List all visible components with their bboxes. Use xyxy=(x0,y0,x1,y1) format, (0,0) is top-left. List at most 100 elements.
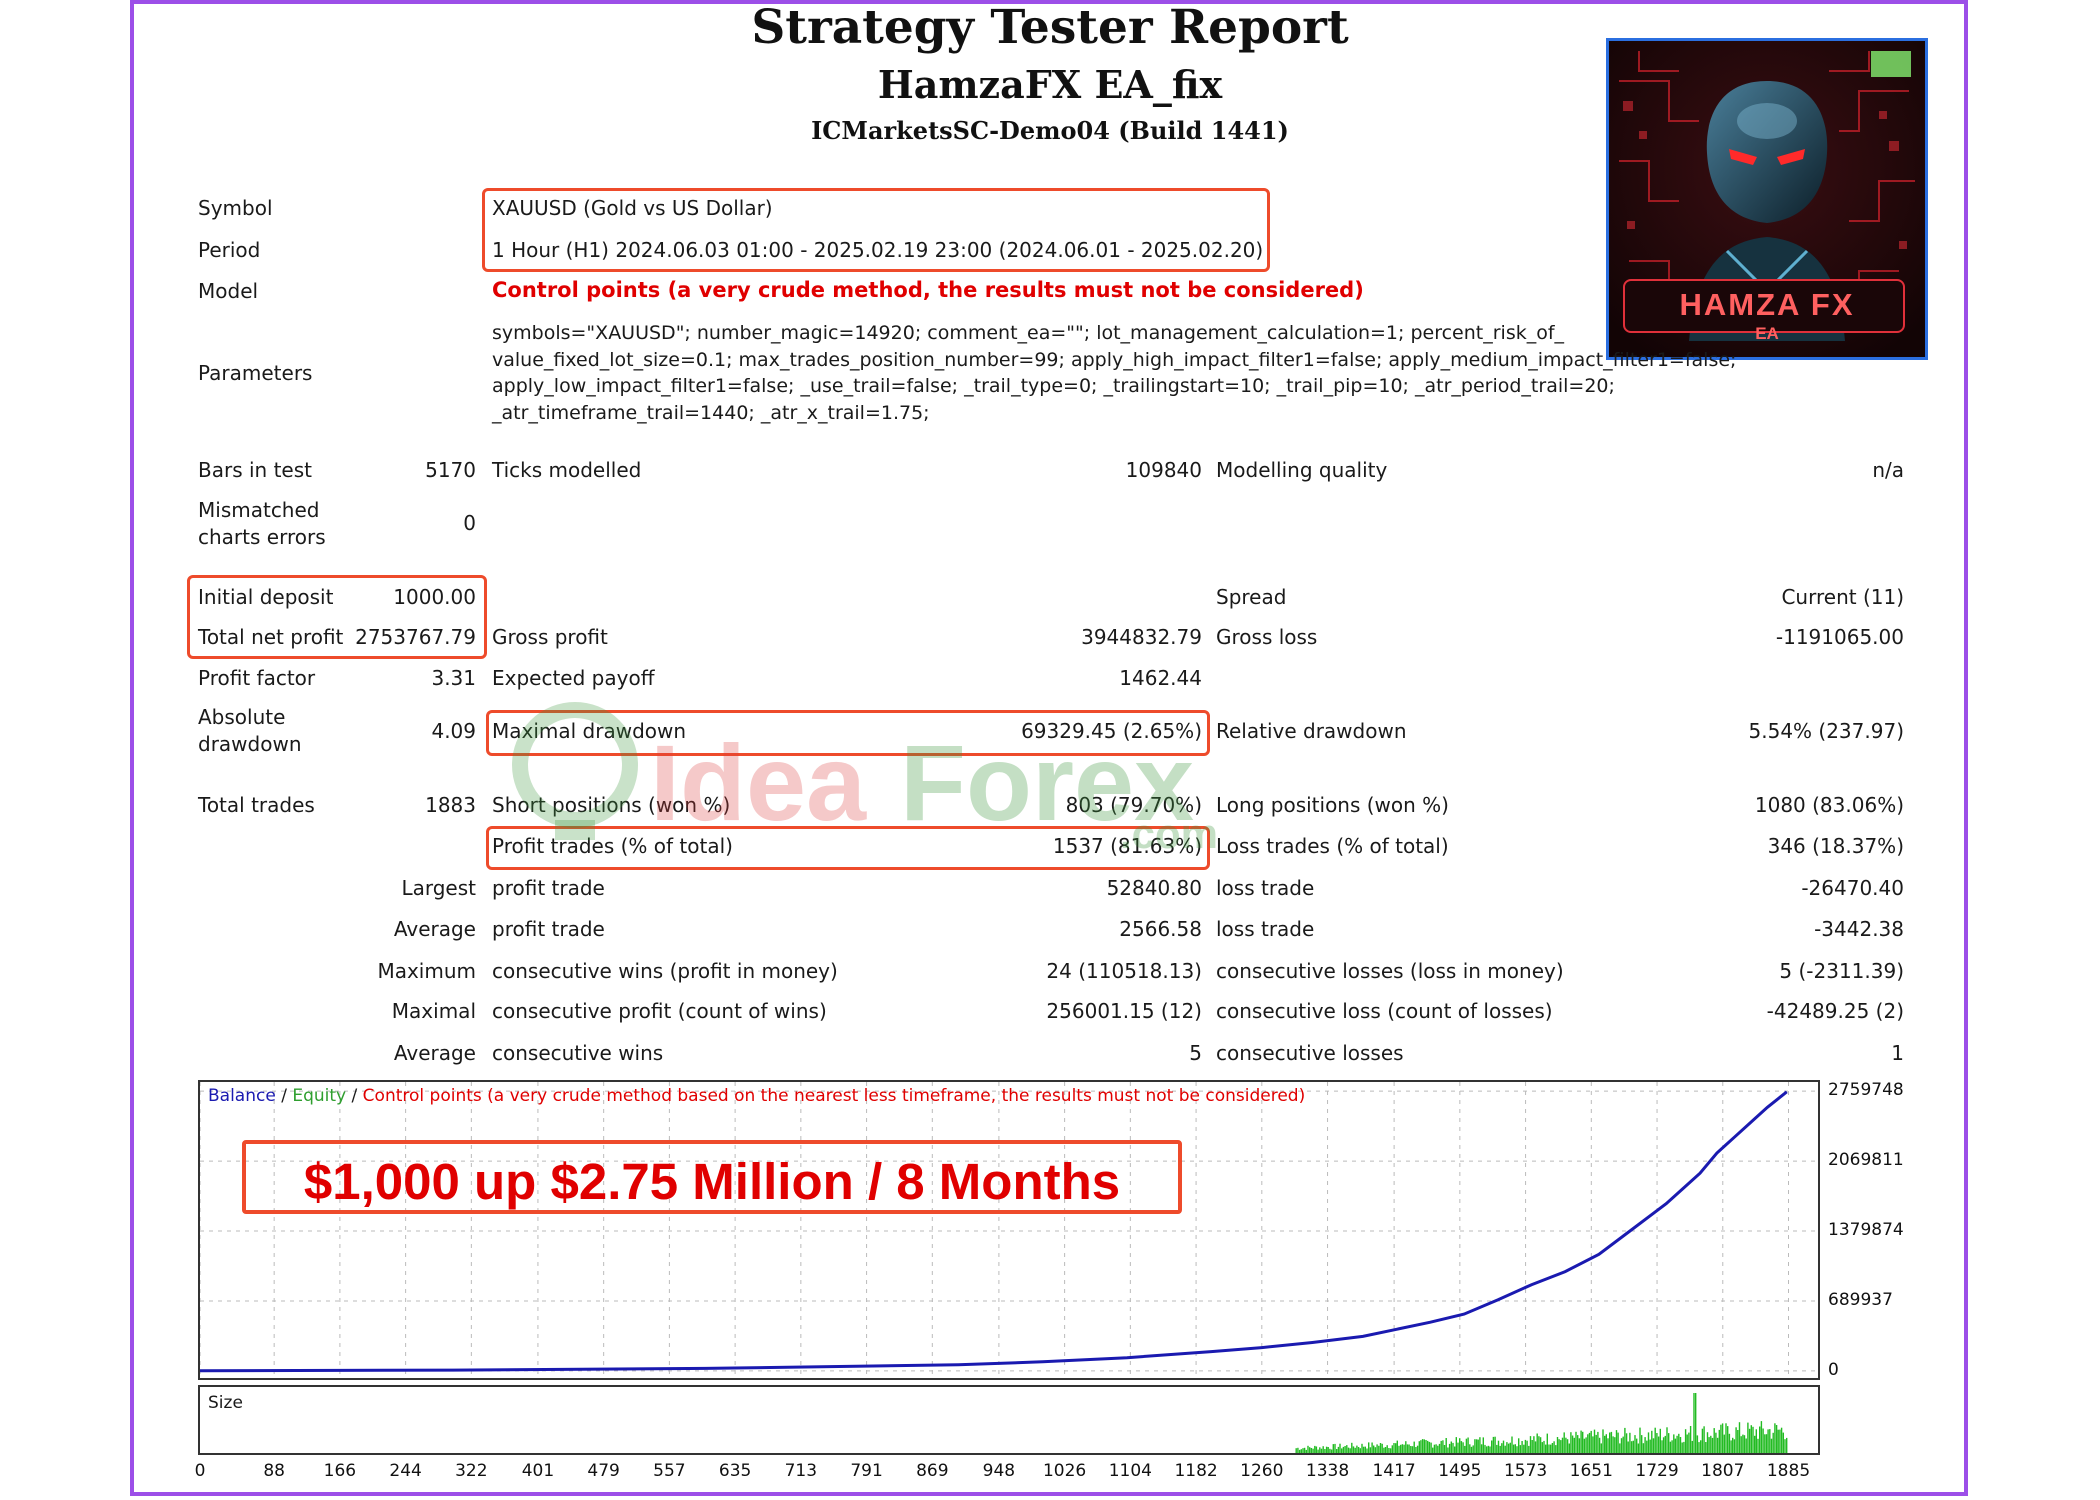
x-tick-label: 713 xyxy=(784,1461,818,1481)
size-bar xyxy=(1474,1439,1476,1453)
size-bar xyxy=(1524,1439,1527,1453)
size-chart: Size xyxy=(198,1385,1820,1455)
size-bar xyxy=(1523,1444,1525,1453)
size-bar xyxy=(1406,1444,1409,1453)
size-bar xyxy=(1349,1448,1351,1453)
size-bar xyxy=(1656,1433,1658,1453)
size-bar xyxy=(1445,1438,1447,1453)
size-bar xyxy=(1396,1440,1398,1453)
size-bar xyxy=(1728,1433,1731,1453)
size-bar xyxy=(1627,1441,1629,1453)
size-bar xyxy=(1433,1444,1436,1453)
size-bar xyxy=(1617,1432,1619,1453)
size-bar xyxy=(1725,1423,1727,1453)
size-bar xyxy=(1641,1435,1643,1453)
parameters-value: symbols="XAUUSD"; number_magic=14920; co… xyxy=(492,320,1792,427)
charts-errors-label: charts errors xyxy=(198,525,326,549)
max-drawdown-highlight xyxy=(486,710,1210,756)
size-bar xyxy=(1780,1427,1783,1453)
size-bar xyxy=(1361,1443,1363,1453)
size-bar xyxy=(1438,1443,1441,1453)
average-profit-value: 2566.58 xyxy=(1119,917,1202,941)
gross-profit-value: 3944832.79 xyxy=(1081,625,1202,649)
size-bar xyxy=(1487,1445,1490,1453)
period-label: Period xyxy=(198,238,261,262)
size-bar xyxy=(1668,1433,1670,1453)
x-tick-label: 635 xyxy=(718,1461,752,1481)
report-frame xyxy=(130,0,1968,1496)
size-bar xyxy=(1760,1421,1763,1453)
size-bar xyxy=(1300,1449,1302,1453)
size-bar xyxy=(1784,1439,1786,1453)
size-bar xyxy=(1759,1426,1761,1453)
size-bar xyxy=(1772,1432,1774,1453)
size-bar xyxy=(1745,1438,1747,1453)
size-bar xyxy=(1393,1443,1395,1453)
size-bar xyxy=(1662,1437,1665,1453)
size-bar xyxy=(1774,1423,1776,1453)
size-bar xyxy=(1319,1447,1321,1453)
x-tick-label: 479 xyxy=(587,1461,620,1481)
size-bar xyxy=(1502,1440,1505,1453)
parameters-line: _atr_timeframe_trail=1440; _atr_x_trail=… xyxy=(492,402,930,425)
size-bar xyxy=(1305,1449,1307,1453)
size-bar xyxy=(1652,1438,1655,1453)
size-bar xyxy=(1715,1432,1717,1453)
size-bar xyxy=(1779,1429,1781,1453)
bars-in-test-value: 5170 xyxy=(425,458,476,482)
size-bar xyxy=(1543,1440,1545,1453)
size-bar xyxy=(1698,1442,1700,1453)
size-bar xyxy=(1368,1442,1370,1453)
x-tick-label: 1495 xyxy=(1438,1461,1482,1481)
size-bar xyxy=(1465,1438,1468,1453)
size-bar xyxy=(1469,1444,1471,1453)
size-bar xyxy=(1610,1431,1613,1453)
size-bar xyxy=(1511,1436,1513,1453)
size-bar xyxy=(1496,1444,1498,1453)
size-bar xyxy=(1297,1447,1299,1453)
size-bar xyxy=(1644,1437,1646,1453)
long-positions-value: 1080 (83.06%) xyxy=(1754,793,1904,817)
size-bar xyxy=(1403,1444,1405,1453)
size-bar xyxy=(1770,1438,1773,1453)
size-bar xyxy=(1723,1434,1725,1453)
ticks-modelled-value: 109840 xyxy=(1125,458,1202,482)
size-bar xyxy=(1735,1427,1737,1453)
size-bar xyxy=(1583,1438,1586,1453)
size-bar xyxy=(1597,1431,1599,1453)
legend-note: Control points (a very crude method base… xyxy=(362,1086,1306,1106)
size-bar xyxy=(1755,1429,1757,1453)
size-bar xyxy=(1720,1424,1722,1453)
size-bar xyxy=(1509,1442,1511,1453)
size-bar xyxy=(1418,1441,1420,1453)
parameters-label: Parameters xyxy=(198,361,313,385)
size-bar xyxy=(1325,1446,1328,1453)
size-bar xyxy=(1669,1441,1672,1453)
size-bar xyxy=(1470,1446,1473,1453)
size-bar xyxy=(1356,1445,1358,1453)
size-bar xyxy=(1555,1445,1557,1453)
size-bar xyxy=(1782,1432,1784,1453)
maximal-consecutive-loss-value: -42489.25 (2) xyxy=(1766,999,1904,1023)
absolute-drawdown-label: Absolute xyxy=(198,705,286,729)
size-bar xyxy=(1529,1436,1532,1453)
size-bar xyxy=(1440,1440,1442,1453)
profit-factor-value: 3.31 xyxy=(431,666,476,690)
size-bar xyxy=(1546,1433,1548,1453)
size-bar xyxy=(1519,1445,1522,1453)
size-bar xyxy=(1541,1442,1543,1453)
size-bar xyxy=(1386,1445,1388,1453)
size-bar xyxy=(1605,1434,1607,1453)
ea-name: HamzaFX EA_fix xyxy=(877,62,1223,107)
largest-loss-value: -26470.40 xyxy=(1801,876,1904,900)
size-bar xyxy=(1622,1436,1624,1453)
size-bar xyxy=(1475,1439,1478,1453)
size-bar xyxy=(1499,1445,1501,1453)
x-tick-label: 166 xyxy=(323,1461,357,1481)
size-bar xyxy=(1492,1436,1495,1453)
size-bar xyxy=(1329,1448,1331,1453)
size-bar xyxy=(1303,1447,1306,1453)
size-bar xyxy=(1416,1445,1419,1453)
size-bar xyxy=(1578,1438,1581,1453)
profit-trades-highlight xyxy=(486,826,1210,870)
